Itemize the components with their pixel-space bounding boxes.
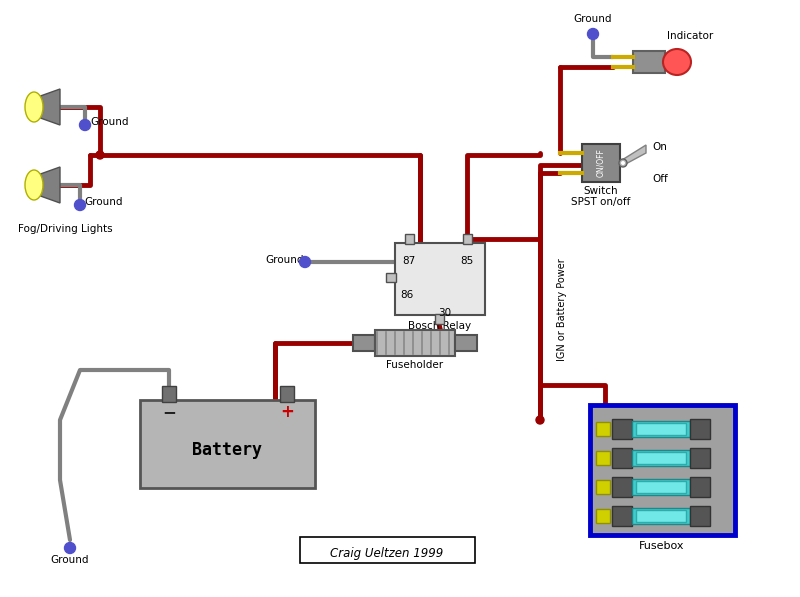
Polygon shape bbox=[32, 167, 60, 203]
Circle shape bbox=[96, 151, 104, 159]
Text: Off: Off bbox=[652, 174, 668, 184]
Bar bbox=[353, 335, 375, 351]
Bar bbox=[636, 510, 686, 522]
Text: 87: 87 bbox=[402, 256, 416, 266]
Polygon shape bbox=[622, 145, 646, 166]
Bar bbox=[140, 400, 315, 488]
Circle shape bbox=[74, 199, 86, 211]
Bar bbox=[405, 234, 414, 244]
Text: Ground: Ground bbox=[574, 14, 612, 24]
Text: 30: 30 bbox=[438, 308, 451, 318]
Text: ON/OFF: ON/OFF bbox=[597, 149, 606, 177]
Bar bbox=[690, 419, 710, 439]
Bar bbox=[632, 450, 690, 466]
Bar bbox=[633, 51, 665, 73]
Bar bbox=[596, 480, 610, 494]
Text: On: On bbox=[652, 142, 667, 152]
Bar bbox=[162, 386, 176, 402]
Text: Switch: Switch bbox=[584, 186, 618, 196]
Text: Battery: Battery bbox=[192, 441, 262, 459]
Text: −: − bbox=[162, 403, 176, 421]
Text: +: + bbox=[280, 403, 294, 421]
Bar bbox=[395, 243, 485, 315]
Text: Ground: Ground bbox=[84, 197, 122, 207]
Bar bbox=[612, 506, 632, 526]
Ellipse shape bbox=[663, 49, 691, 75]
Circle shape bbox=[79, 119, 90, 131]
Text: SPST on/off: SPST on/off bbox=[571, 197, 630, 207]
Bar bbox=[632, 508, 690, 524]
Text: 86: 86 bbox=[400, 290, 414, 300]
Bar bbox=[612, 419, 632, 439]
Bar bbox=[690, 448, 710, 468]
Text: Craig Ueltzen 1999: Craig Ueltzen 1999 bbox=[330, 546, 444, 559]
Polygon shape bbox=[32, 89, 60, 125]
Bar bbox=[463, 234, 472, 244]
Bar bbox=[300, 537, 475, 563]
Bar bbox=[596, 509, 610, 523]
Text: Indicator: Indicator bbox=[667, 31, 713, 41]
Bar bbox=[590, 405, 735, 535]
Ellipse shape bbox=[25, 170, 43, 200]
Bar bbox=[596, 451, 610, 465]
Circle shape bbox=[587, 29, 598, 39]
Text: Fuseholder: Fuseholder bbox=[386, 360, 443, 370]
Ellipse shape bbox=[25, 92, 43, 122]
Bar bbox=[582, 144, 620, 182]
Bar bbox=[596, 422, 610, 436]
Text: Ground: Ground bbox=[90, 117, 129, 127]
Text: Fog/Driving Lights: Fog/Driving Lights bbox=[18, 224, 113, 234]
Bar bbox=[375, 330, 455, 356]
Bar bbox=[612, 477, 632, 497]
Text: 85: 85 bbox=[460, 256, 474, 266]
Bar bbox=[636, 423, 686, 435]
Text: Fusebox: Fusebox bbox=[639, 541, 685, 551]
Text: Bosch Relay: Bosch Relay bbox=[409, 321, 471, 331]
Circle shape bbox=[621, 161, 625, 165]
Bar bbox=[690, 506, 710, 526]
Bar bbox=[455, 335, 477, 351]
Bar bbox=[632, 421, 690, 437]
Bar bbox=[636, 481, 686, 493]
Circle shape bbox=[619, 159, 627, 167]
Bar bbox=[690, 477, 710, 497]
Bar bbox=[636, 452, 686, 464]
Bar bbox=[280, 386, 294, 402]
Text: Ground: Ground bbox=[265, 255, 303, 265]
Bar bbox=[612, 448, 632, 468]
Circle shape bbox=[299, 257, 310, 267]
Circle shape bbox=[65, 543, 75, 553]
Bar bbox=[632, 479, 690, 495]
Bar bbox=[386, 273, 396, 282]
Bar bbox=[435, 314, 444, 324]
Circle shape bbox=[536, 416, 544, 424]
Text: IGN or Battery Power: IGN or Battery Power bbox=[557, 259, 567, 361]
Text: Ground: Ground bbox=[50, 555, 90, 565]
